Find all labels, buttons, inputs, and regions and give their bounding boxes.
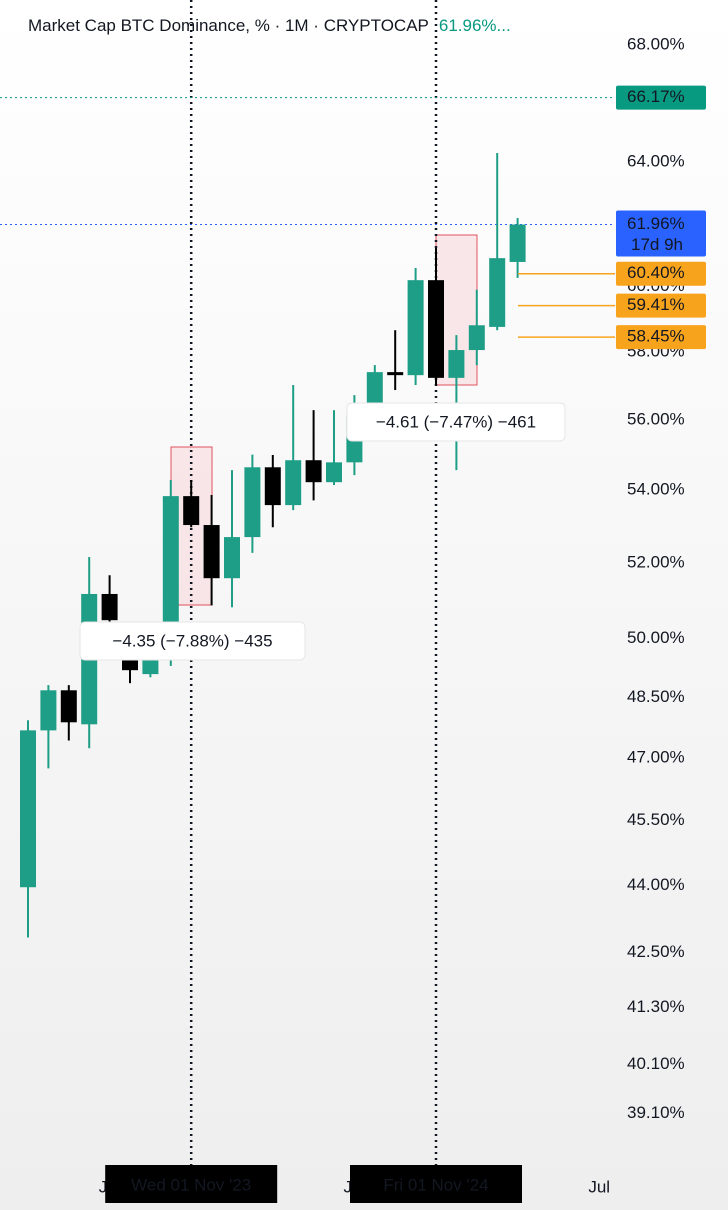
alert-label: 66.17% [627, 87, 685, 106]
candle-body [285, 460, 302, 506]
candle-body [40, 690, 57, 731]
candle-body [387, 372, 404, 376]
alert-label-box [616, 85, 706, 110]
last-price-box [616, 210, 706, 257]
y-tick-label: 42.50% [627, 942, 685, 961]
last-price-label: 61.96% [627, 214, 685, 233]
candle-body [203, 525, 220, 579]
candle-body [509, 224, 526, 262]
title-text: Market Cap BTC Dominance, % · 1M · CRYPT… [28, 16, 429, 35]
y-tick-label: 56.00% [627, 409, 685, 428]
candle-body [407, 280, 424, 376]
y-tick-label: 54.00% [627, 480, 685, 499]
countdown-label: 17d 9h [631, 235, 683, 254]
price-label: 60.40% [627, 263, 685, 282]
crosshair-label: Wed 01 Nov '23 [131, 1175, 251, 1194]
price-label-box [616, 325, 706, 350]
y-tick-label: 50.00% [627, 628, 685, 647]
annotation-box [79, 621, 306, 661]
y-tick-label: 41.30% [627, 997, 685, 1016]
y-tick-label: 47.00% [627, 748, 685, 767]
candle-body [20, 730, 36, 888]
candle-body [326, 462, 342, 483]
candle-body [305, 460, 322, 483]
candle-body [448, 350, 465, 378]
price-label-box [616, 293, 706, 318]
annotation: −4.35 (−7.88%) −435 [112, 631, 272, 650]
annotation: −4.61 (−7.47%) −461 [376, 412, 536, 431]
candle-body [468, 325, 485, 351]
crosshair-label-box [105, 1165, 278, 1203]
y-tick-label: 48.50% [627, 687, 685, 706]
y-tick-label: 52.00% [627, 552, 685, 571]
y-tick-label: 40.10% [627, 1054, 685, 1073]
chart-title: Market Cap BTC Dominance, % · 1M · CRYPT… [28, 16, 511, 35]
y-tick-label: 68.00% [627, 34, 685, 53]
candle-body [489, 258, 506, 327]
y-tick-label: 64.00% [627, 151, 685, 170]
candle-body [428, 280, 444, 378]
header-value: 61.96%... [439, 16, 511, 35]
candle-body [101, 593, 118, 621]
crosshair-label: Fri 01 Nov '24 [383, 1175, 488, 1194]
y-tick-label: 44.00% [627, 875, 685, 894]
candle-body [142, 660, 159, 675]
crosshair-label-box [350, 1165, 522, 1203]
price-label: 59.41% [627, 295, 685, 314]
x-tick-label: Jul [588, 1177, 610, 1196]
candle-body [224, 537, 240, 579]
annotation-box [346, 402, 566, 442]
candle-body [183, 496, 200, 526]
y-tick-label: 45.50% [627, 810, 685, 829]
candle-body [162, 496, 179, 661]
candle-body [244, 467, 261, 538]
price-label: 58.45% [627, 327, 685, 346]
price-label-box [616, 261, 706, 286]
y-tick-label: 39.10% [627, 1103, 685, 1122]
candle-body [60, 690, 77, 723]
candle-body [264, 467, 281, 506]
